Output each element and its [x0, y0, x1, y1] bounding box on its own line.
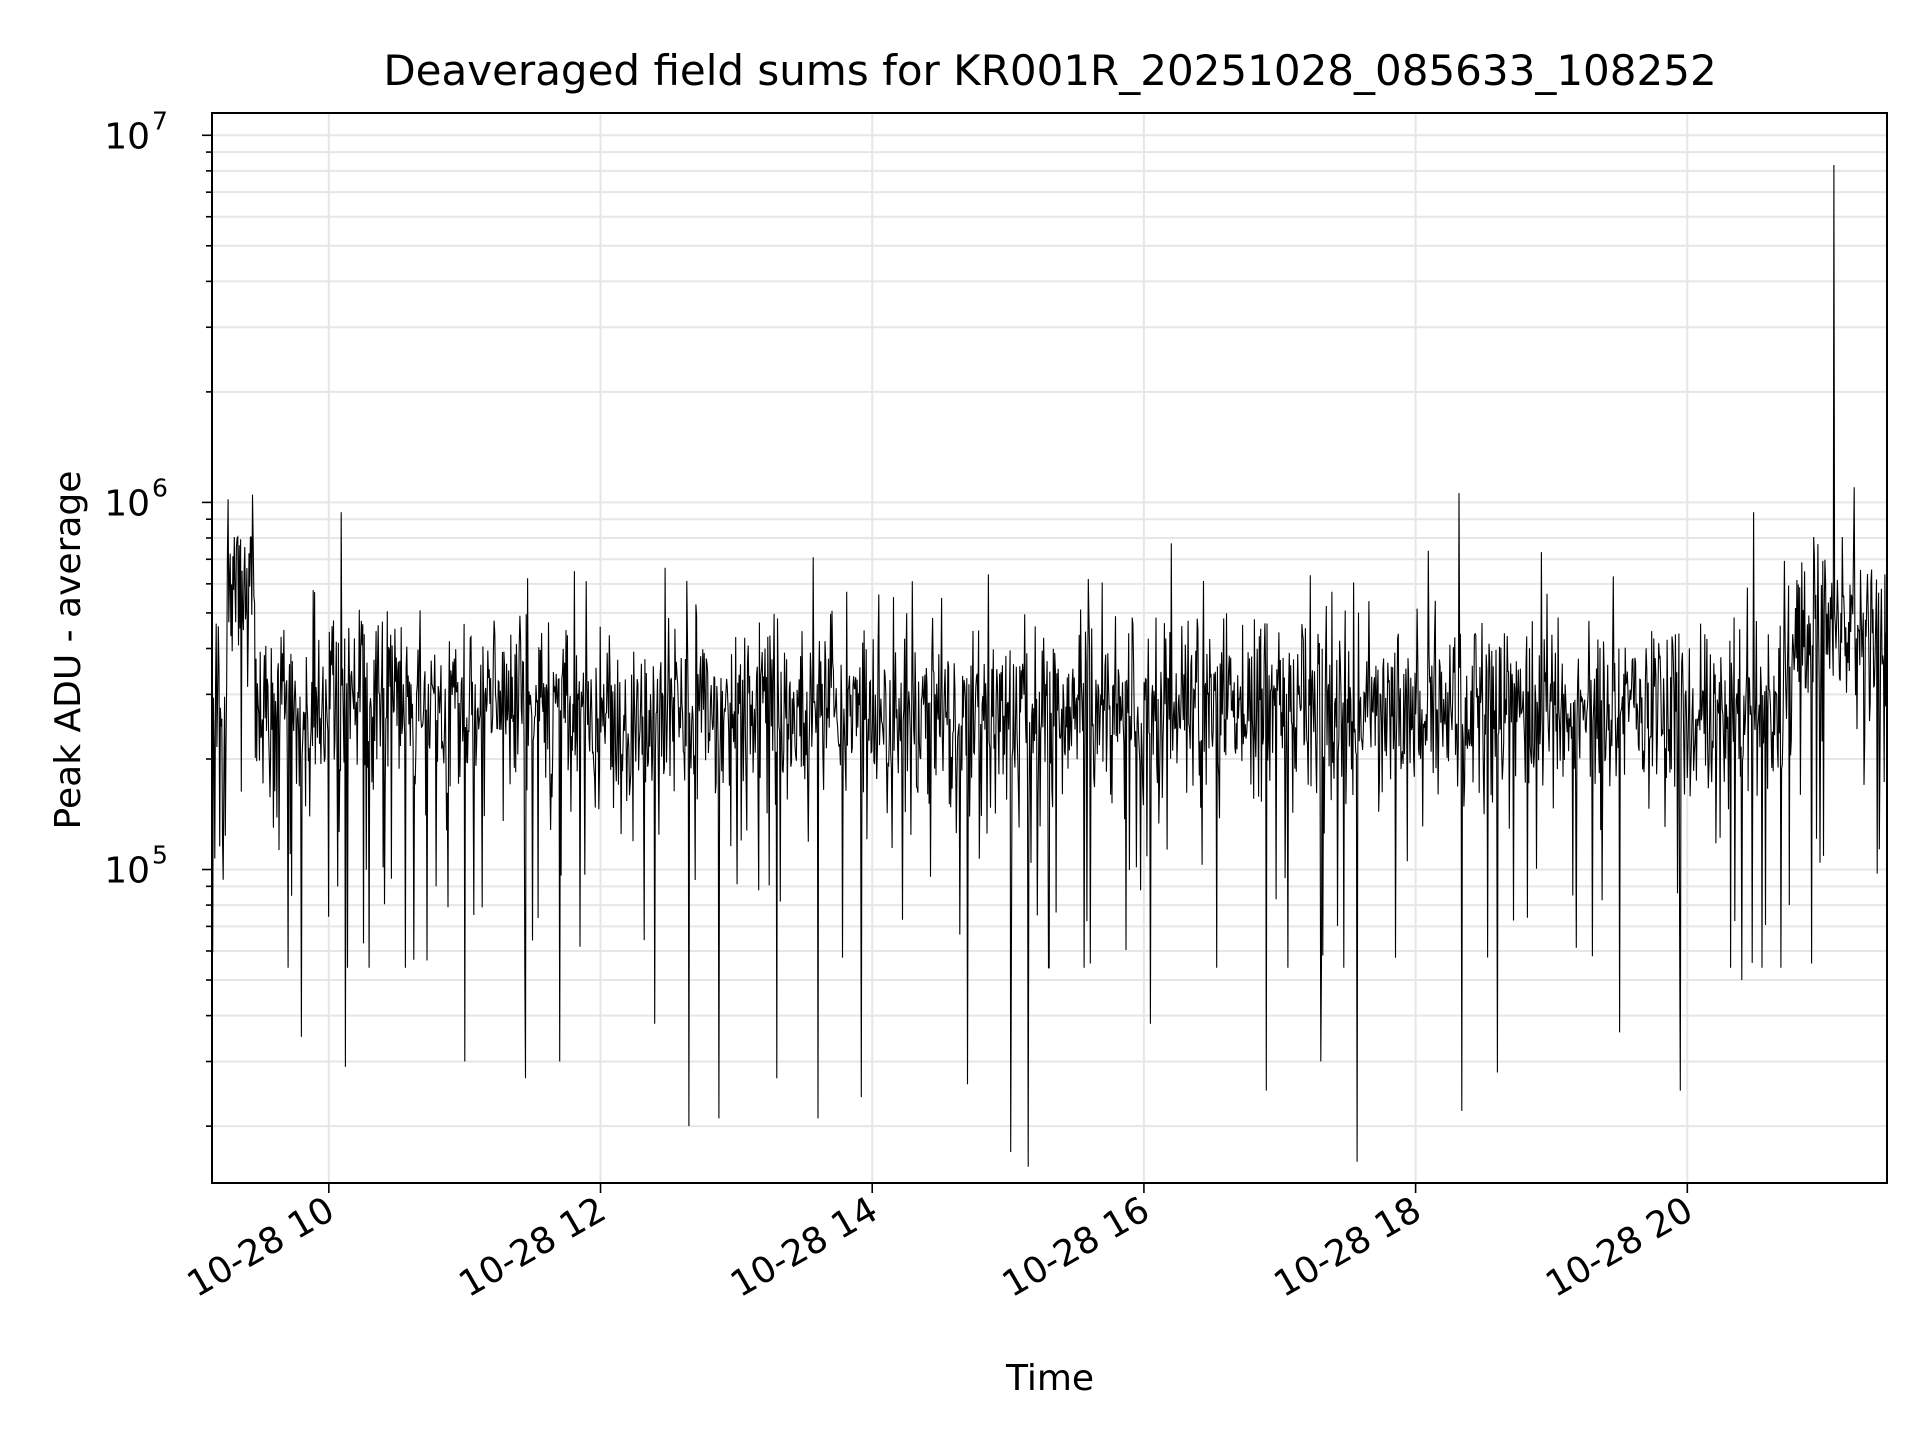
chart-title: Deaveraged field sums for KR001R_2025102… [383, 46, 1716, 95]
y-tick-exponent: 6 [152, 473, 168, 502]
y-tick-label: 10 [104, 851, 150, 892]
y-axis-label: Peak ADU - average [48, 471, 89, 830]
x-axis-label: Time [1005, 1358, 1094, 1399]
y-tick-exponent: 5 [152, 841, 168, 870]
y-tick-label: 10 [104, 483, 150, 524]
y-tick-exponent: 7 [152, 106, 168, 135]
series-line [211, 164, 1887, 1167]
y-tick-label: 10 [104, 116, 150, 157]
line-layer [211, 164, 1887, 1167]
